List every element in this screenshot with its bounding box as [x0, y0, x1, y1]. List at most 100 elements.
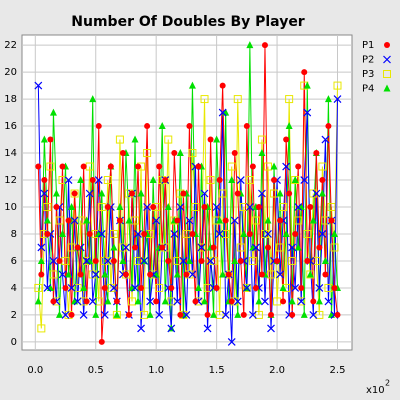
marker	[203, 283, 212, 292]
marker	[176, 203, 185, 211]
marker	[331, 284, 338, 291]
marker	[267, 270, 276, 279]
marker	[318, 230, 327, 238]
marker	[213, 284, 220, 291]
marker	[44, 230, 51, 237]
marker	[137, 189, 145, 197]
marker	[43, 216, 51, 224]
marker	[315, 297, 323, 305]
marker	[138, 284, 145, 291]
marker	[34, 81, 43, 90]
marker	[219, 270, 227, 278]
marker	[206, 176, 215, 185]
marker	[201, 297, 209, 305]
marker	[125, 216, 133, 224]
marker	[49, 108, 57, 116]
marker	[248, 311, 257, 319]
marker	[98, 338, 105, 345]
marker	[274, 257, 281, 264]
legend-marker	[383, 84, 391, 92]
marker	[322, 271, 329, 278]
marker	[285, 122, 293, 130]
marker	[304, 257, 311, 264]
marker	[283, 136, 290, 143]
marker	[82, 257, 91, 265]
marker	[65, 270, 73, 278]
marker	[170, 230, 179, 238]
marker	[200, 189, 209, 198]
x-tick-label: 1.5	[209, 365, 225, 376]
marker	[97, 230, 106, 238]
marker	[201, 204, 208, 211]
marker	[83, 216, 91, 224]
marker	[289, 311, 296, 318]
marker	[280, 298, 287, 305]
marker	[141, 230, 148, 237]
marker	[288, 243, 297, 252]
marker	[298, 284, 305, 291]
marker	[224, 270, 233, 279]
chart-title: Number Of Doubles By Player	[71, 14, 305, 30]
marker	[237, 257, 244, 264]
marker	[312, 189, 321, 198]
marker	[234, 310, 242, 318]
marker	[58, 229, 66, 237]
marker	[80, 283, 88, 291]
marker	[91, 270, 100, 279]
marker	[334, 311, 341, 318]
marker	[109, 284, 118, 292]
marker	[40, 135, 48, 143]
marker	[135, 163, 142, 170]
legend-label: P4	[362, 84, 374, 95]
marker	[86, 230, 93, 237]
marker	[89, 95, 97, 103]
marker	[300, 310, 308, 318]
marker	[134, 256, 143, 265]
marker	[129, 190, 135, 197]
marker	[288, 297, 296, 305]
marker	[285, 95, 294, 104]
marker	[216, 216, 224, 224]
marker	[255, 297, 263, 305]
marker	[77, 176, 85, 184]
marker	[222, 217, 229, 224]
marker	[122, 243, 130, 252]
marker	[107, 163, 114, 170]
marker	[185, 256, 193, 264]
marker	[46, 162, 55, 171]
marker	[270, 189, 279, 198]
y-tick-label: 12	[4, 175, 17, 186]
marker	[318, 162, 327, 171]
marker	[165, 257, 172, 264]
marker	[286, 190, 293, 197]
marker	[110, 257, 117, 264]
marker	[119, 150, 126, 157]
marker	[143, 203, 152, 211]
marker	[233, 297, 242, 306]
marker	[104, 297, 112, 305]
y-tick-label: 16	[4, 121, 17, 132]
marker	[218, 108, 227, 117]
marker	[185, 216, 194, 225]
marker	[197, 243, 206, 252]
marker	[64, 176, 73, 184]
marker	[291, 284, 300, 292]
marker	[228, 298, 235, 305]
marker	[234, 190, 241, 197]
marker	[103, 176, 112, 185]
marker	[268, 311, 275, 318]
marker	[310, 298, 317, 305]
marker	[85, 189, 94, 198]
marker	[210, 244, 217, 251]
marker	[140, 310, 149, 319]
marker	[113, 298, 120, 305]
marker	[192, 298, 199, 305]
marker	[330, 243, 339, 252]
marker	[83, 298, 90, 305]
marker	[73, 283, 82, 292]
marker	[174, 217, 181, 224]
marker	[146, 297, 155, 306]
marker	[309, 216, 317, 224]
marker	[59, 163, 66, 170]
marker	[279, 203, 288, 212]
